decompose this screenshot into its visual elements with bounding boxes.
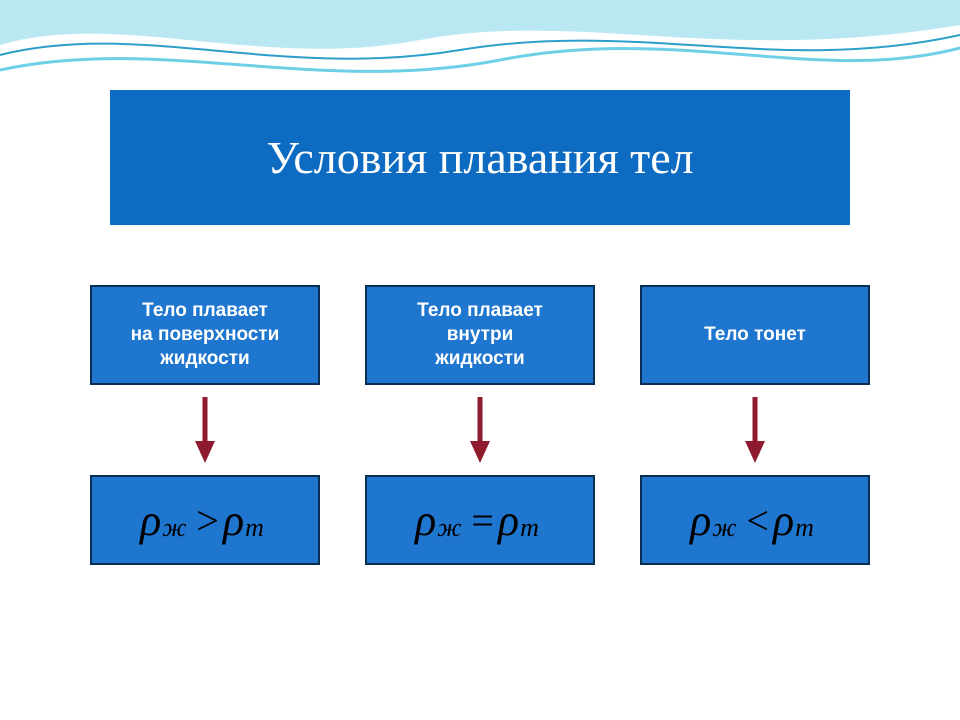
condition-text: Тело плаваетвнутрижидкости <box>417 299 543 370</box>
condition-text: Тело плаваетна поверхностижидкости <box>131 299 280 370</box>
subscript: ж <box>437 513 461 543</box>
subscript: т <box>245 513 264 543</box>
formula-box-surface: ρж > ρт <box>90 475 320 565</box>
condition-text: Тело тонет <box>704 323 806 347</box>
subscript: т <box>520 513 539 543</box>
rho-symbol: ρ <box>140 495 161 546</box>
title-text: Условия плавания тел <box>266 131 693 184</box>
formula-box-inside: ρж = ρт <box>365 475 595 565</box>
arrow-down-icon <box>193 395 217 465</box>
rho-symbol: ρ <box>773 495 794 546</box>
subscript: т <box>795 513 814 543</box>
operator: > <box>196 497 219 544</box>
operator: < <box>746 497 769 544</box>
condition-box-floats-surface: Тело плаваетна поверхностижидкости <box>90 285 320 385</box>
rho-symbol: ρ <box>415 495 436 546</box>
formula-box-sinks: ρж < ρт <box>640 475 870 565</box>
rho-symbol: ρ <box>498 495 519 546</box>
operator: = <box>471 497 494 544</box>
subscript: ж <box>162 513 186 543</box>
rho-symbol: ρ <box>223 495 244 546</box>
arrow-down-icon <box>468 395 492 465</box>
rho-symbol: ρ <box>690 495 711 546</box>
condition-box-sinks: Тело тонет <box>640 285 870 385</box>
arrow-down-icon <box>743 395 767 465</box>
title-box: Условия плавания тел <box>110 90 850 225</box>
condition-box-floats-inside: Тело плаваетвнутрижидкости <box>365 285 595 385</box>
subscript: ж <box>712 513 736 543</box>
